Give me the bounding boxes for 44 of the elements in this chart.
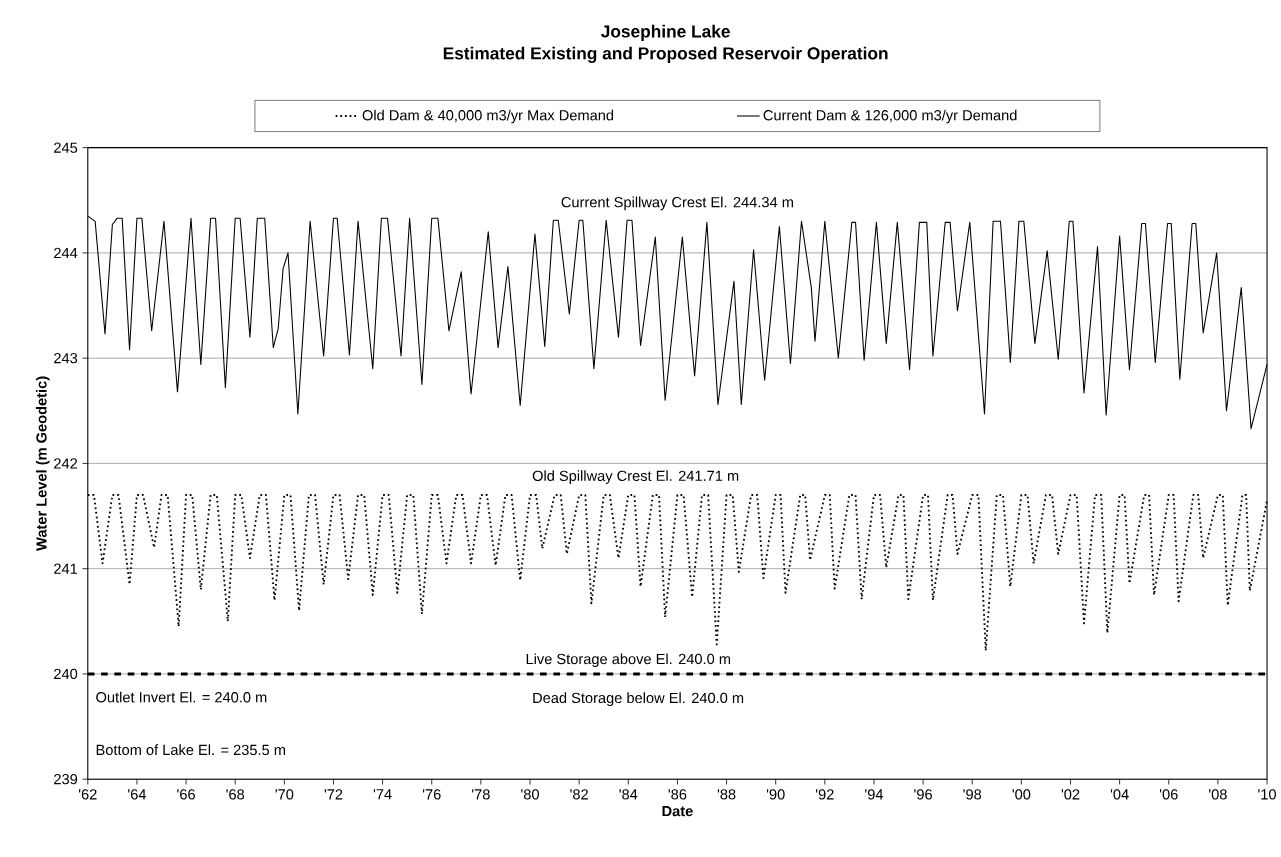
annotation: Outlet Invert El. = 240.0 m <box>96 691 267 703</box>
x-tick-label: '74 <box>373 789 392 800</box>
x-tick-label: '68 <box>226 789 245 800</box>
x-tick-label: '62 <box>79 789 97 800</box>
y-tick-label: 243 <box>54 352 78 364</box>
x-tick-label: '66 <box>177 789 195 800</box>
legend-label: Old Dam & 40,000 m3/yr Max Demand <box>362 109 614 124</box>
x-tick-label: '90 <box>766 789 785 800</box>
x-tick-label: '96 <box>914 789 932 800</box>
x-tick-label: '64 <box>128 789 147 800</box>
legend-label: Current Dam & 126,000 m3/yr Demand <box>763 109 1017 124</box>
x-tick-label: '78 <box>472 789 490 800</box>
x-tick-label: '10 <box>1258 789 1276 800</box>
x-tick-label: '02 <box>1061 789 1080 800</box>
x-tick-label: '06 <box>1159 789 1178 800</box>
annotation: Bottom of Lake El. = 235.5 m <box>96 744 286 756</box>
x-tick-label: '84 <box>619 789 638 800</box>
x-tick-label: '86 <box>668 789 687 800</box>
y-tick-label: 244 <box>54 247 78 259</box>
x-tick-label: '80 <box>521 789 539 800</box>
x-axis-title: Date <box>662 806 693 817</box>
chart-subtitle: Estimated Existing and Proposed Reservoir Operation <box>443 46 888 63</box>
y-tick-label: 242 <box>54 458 78 469</box>
annotation: Live Storage above El. 240.0 m <box>526 653 731 668</box>
y-axis-title: Water Level (m Geodetic) <box>35 376 50 551</box>
annotation: Dead Storage below El. 240.0 m <box>533 692 744 706</box>
y-tick-label: 239 <box>54 774 78 785</box>
x-tick-label: '70 <box>275 789 294 800</box>
annotation: Current Spillway Crest El. 244.34 m <box>561 196 793 211</box>
y-tick-label: 240 <box>54 668 78 680</box>
x-tick-label: '88 <box>717 789 736 800</box>
x-tick-label: '76 <box>422 789 441 800</box>
y-tick-label: 245 <box>54 142 78 153</box>
x-tick-label: '94 <box>865 789 884 800</box>
x-tick-label: '08 <box>1209 789 1227 800</box>
x-tick-label: '92 <box>816 789 834 800</box>
x-tick-label: '00 <box>1012 789 1031 800</box>
chart-title: Josephine Lake <box>601 24 730 41</box>
y-tick-label: 241 <box>54 563 78 574</box>
x-tick-label: '72 <box>324 789 343 800</box>
x-tick-label: '82 <box>570 789 588 800</box>
x-tick-label: '98 <box>963 789 982 800</box>
annotation: Old Spillway Crest El. 241.71 m <box>532 470 739 484</box>
x-tick-label: '04 <box>1110 789 1129 800</box>
